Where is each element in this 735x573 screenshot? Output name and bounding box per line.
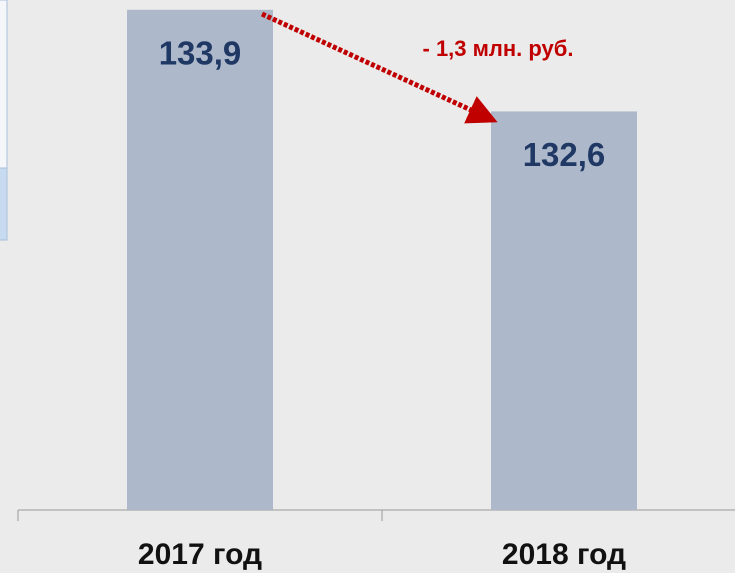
annotation: - 1,3 млн. руб. [423,36,574,61]
bar [491,111,637,511]
value-label: 132,6 [523,136,606,173]
x-tick-label: 2018 год [502,538,626,571]
arrow [260,11,498,124]
bars [127,9,637,511]
value-label: 133,9 [159,35,242,72]
x-tick-label: 2017 год [138,538,262,571]
side-panel [0,167,8,241]
bar [127,9,273,510]
side-panel [0,0,8,169]
